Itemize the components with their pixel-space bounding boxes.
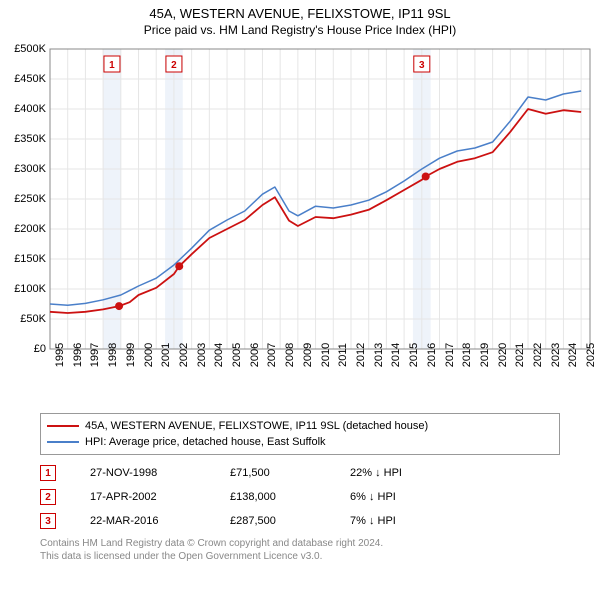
svg-text:2: 2 — [171, 60, 177, 71]
transaction-marker: 1 — [40, 465, 56, 481]
x-tick-label: 2016 — [426, 343, 438, 367]
x-tick-label: 1998 — [107, 343, 119, 367]
y-tick-label: £150K — [6, 253, 46, 265]
x-tick-label: 1995 — [54, 343, 66, 367]
x-tick-label: 2013 — [373, 343, 385, 367]
x-tick-label: 2000 — [143, 343, 155, 367]
legend-item: 45A, WESTERN AVENUE, FELIXSTOWE, IP11 9S… — [47, 418, 553, 434]
x-tick-label: 2023 — [550, 343, 562, 367]
y-tick-label: £450K — [6, 73, 46, 85]
transaction-date: 27-NOV-1998 — [90, 467, 230, 479]
transaction-row: 2 17-APR-2002£138,0006% ↓ HPI — [40, 485, 560, 509]
x-tick-label: 1999 — [125, 343, 137, 367]
legend-item: HPI: Average price, detached house, East… — [47, 434, 553, 450]
transaction-row: 3 22-MAR-2016£287,5007% ↓ HPI — [40, 509, 560, 533]
legend: 45A, WESTERN AVENUE, FELIXSTOWE, IP11 9S… — [40, 413, 560, 455]
x-tick-label: 2025 — [585, 343, 597, 367]
x-tick-label: 1996 — [72, 343, 84, 367]
legend-swatch — [47, 441, 79, 443]
footer-line-1: Contains HM Land Registry data © Crown c… — [40, 537, 560, 550]
y-tick-label: £500K — [6, 43, 46, 55]
x-tick-label: 2017 — [444, 343, 456, 367]
x-tick-label: 2011 — [337, 343, 349, 367]
transaction-delta: 22% ↓ HPI — [350, 467, 490, 479]
transaction-price: £138,000 — [230, 491, 350, 503]
x-tick-label: 2005 — [231, 343, 243, 367]
y-tick-label: £300K — [6, 163, 46, 175]
legend-label: 45A, WESTERN AVENUE, FELIXSTOWE, IP11 9S… — [85, 418, 428, 434]
chart-area: 1 2 3 £0 £50K £100K £150K £200K £250K £300K £350K… — [0, 39, 600, 409]
transaction-delta: 7% ↓ HPI — [350, 515, 490, 527]
x-tick-label: 2003 — [196, 343, 208, 367]
y-tick-label: £350K — [6, 133, 46, 145]
x-tick-label: 2008 — [284, 343, 296, 367]
x-tick-label: 2010 — [320, 343, 332, 367]
transaction-price: £287,500 — [230, 515, 350, 527]
transaction-marker: 3 — [40, 513, 56, 529]
transaction-row: 1 27-NOV-1998£71,50022% ↓ HPI — [40, 461, 560, 485]
x-tick-label: 1997 — [89, 343, 101, 367]
x-tick-label: 2012 — [355, 343, 367, 367]
svg-text:1: 1 — [109, 60, 115, 71]
transaction-price: £71,500 — [230, 467, 350, 479]
y-tick-label: £250K — [6, 193, 46, 205]
x-tick-label: 2002 — [178, 343, 190, 367]
footer-attribution: Contains HM Land Registry data © Crown c… — [40, 537, 560, 563]
y-tick-label: £100K — [6, 283, 46, 295]
x-tick-label: 2015 — [408, 343, 420, 367]
transaction-date: 22-MAR-2016 — [90, 515, 230, 527]
y-tick-label: £50K — [6, 313, 46, 325]
y-tick-label: £400K — [6, 103, 46, 115]
x-tick-label: 2014 — [390, 343, 402, 367]
transaction-delta: 6% ↓ HPI — [350, 491, 490, 503]
chart-subtitle: Price paid vs. HM Land Registry's House … — [0, 23, 600, 37]
legend-swatch — [47, 425, 79, 427]
footer-line-2: This data is licensed under the Open Gov… — [40, 550, 560, 563]
x-tick-label: 2018 — [461, 343, 473, 367]
transaction-date: 17-APR-2002 — [90, 491, 230, 503]
x-tick-label: 2004 — [213, 343, 225, 367]
x-tick-label: 2020 — [497, 343, 509, 367]
x-tick-label: 2001 — [160, 343, 172, 367]
x-tick-label: 2009 — [302, 343, 314, 367]
transaction-marker: 2 — [40, 489, 56, 505]
transactions-table: 1 27-NOV-1998£71,50022% ↓ HPI 2 17-APR-2002… — [40, 461, 560, 533]
chart-title: 45A, WESTERN AVENUE, FELIXSTOWE, IP11 9S… — [0, 6, 600, 21]
x-tick-label: 2006 — [249, 343, 261, 367]
x-tick-label: 2019 — [479, 343, 491, 367]
svg-text:3: 3 — [419, 60, 425, 71]
x-tick-label: 2022 — [532, 343, 544, 367]
x-tick-label: 2021 — [514, 343, 526, 367]
y-tick-label: £0 — [6, 343, 46, 355]
y-tick-label: £200K — [6, 223, 46, 235]
x-tick-label: 2007 — [266, 343, 278, 367]
x-tick-label: 2024 — [567, 343, 579, 367]
legend-label: HPI: Average price, detached house, East… — [85, 434, 326, 450]
